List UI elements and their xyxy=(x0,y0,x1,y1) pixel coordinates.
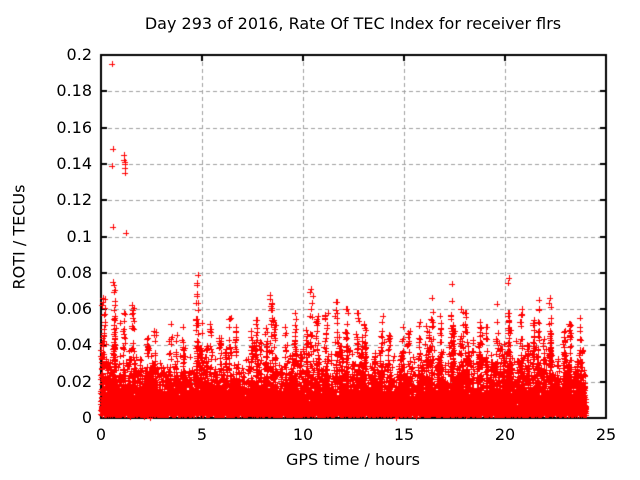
x-tick-label: 5 xyxy=(196,425,208,444)
x-tick-label: 25 xyxy=(595,425,617,444)
x-tick-label: 0 xyxy=(95,425,107,444)
y-tick-label: 0.18 xyxy=(56,81,92,101)
y-axis-label: ROTI / TECUs xyxy=(9,184,29,290)
y-tick-label: 0.12 xyxy=(56,190,92,210)
y-tick-label: 0.06 xyxy=(56,299,92,319)
y-tick-label: 0.04 xyxy=(56,335,92,355)
y-tick-label: 0.02 xyxy=(56,371,92,391)
y-tick-label: 0.1 xyxy=(66,226,92,246)
x-tick-label: 15 xyxy=(393,425,415,444)
chart-title: Day 293 of 2016, Rate Of TEC Index for r… xyxy=(144,14,562,33)
y-tick-label: 0.08 xyxy=(56,262,92,282)
y-tick-label: 0 xyxy=(81,408,92,427)
x-tick-label: 10 xyxy=(292,425,314,444)
x-axis-label: GPS time / hours xyxy=(286,450,420,469)
y-tick-label: 0.2 xyxy=(66,45,92,64)
y-tick-label: 0.14 xyxy=(56,153,92,173)
x-tick-label: 20 xyxy=(494,425,516,444)
y-tick-label: 0.16 xyxy=(56,117,92,137)
